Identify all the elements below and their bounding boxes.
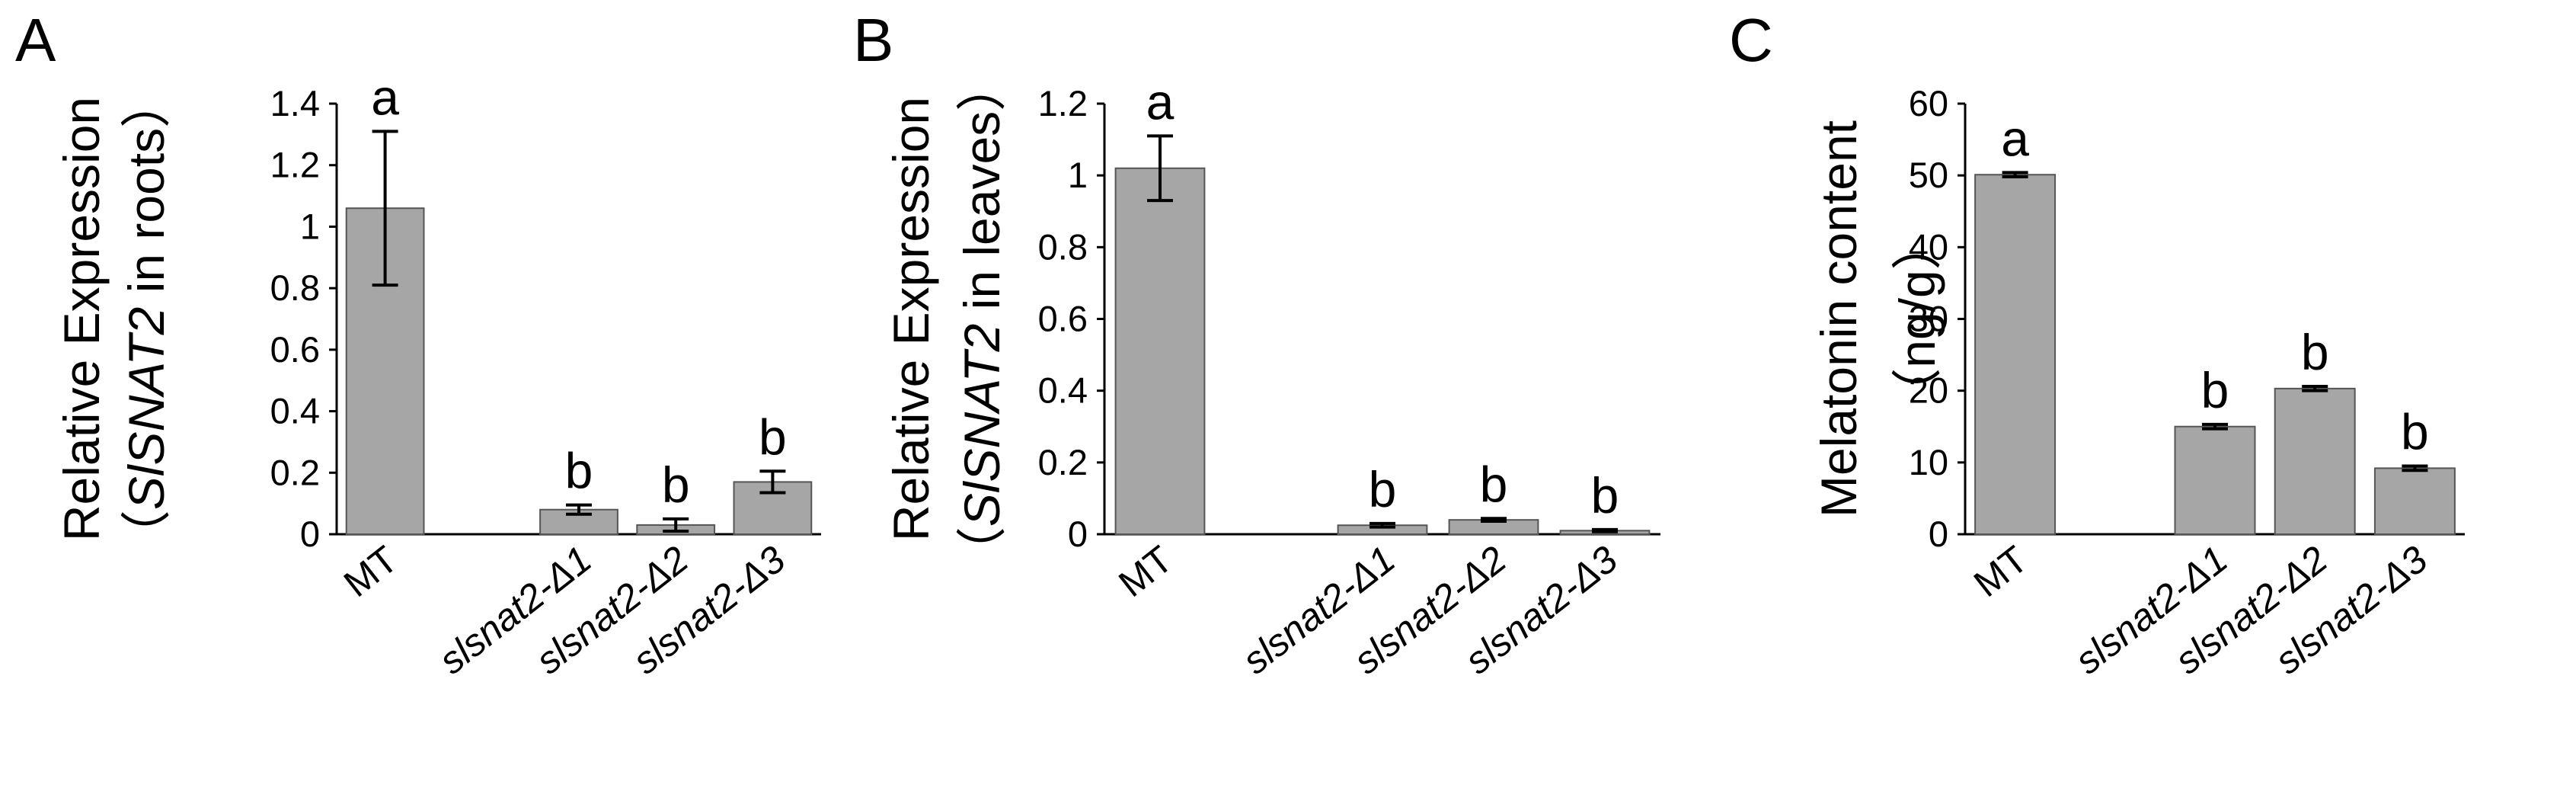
y-axis-label-part: in roots） bbox=[118, 78, 174, 307]
significance-label: a bbox=[2001, 110, 2029, 166]
y-axis-label: （ng/g） bbox=[1889, 219, 1945, 418]
bar bbox=[1974, 174, 2057, 535]
x-tick-label: MT bbox=[1111, 538, 1180, 606]
significance-label: a bbox=[1146, 73, 1175, 130]
bar bbox=[2174, 425, 2256, 535]
significance-label: b bbox=[2201, 362, 2229, 418]
error-bar bbox=[372, 130, 398, 287]
y-tick-label: 60 bbox=[1909, 83, 1948, 123]
x-tick-label: MT bbox=[1966, 538, 2035, 606]
y-axis-label-part: SlSNAT2 bbox=[954, 324, 1010, 527]
x-tick-label: MT bbox=[336, 538, 405, 606]
error-bar bbox=[566, 503, 592, 516]
error-bar bbox=[759, 469, 786, 495]
significance-label: b bbox=[1591, 467, 1619, 524]
significance-label: b bbox=[1480, 456, 1508, 512]
y-tick-label: 1 bbox=[300, 206, 320, 246]
error-bar bbox=[1592, 527, 1618, 533]
y-tick-label: 40 bbox=[1909, 226, 1948, 267]
y-axis-label: （SlSNAT2 in leaves） bbox=[954, 61, 1010, 577]
error-bar bbox=[2302, 385, 2328, 392]
panel-label: C bbox=[1729, 6, 1773, 74]
y-axis-label-part: （ng/g） bbox=[1889, 219, 1945, 418]
y-tick-label: 0.6 bbox=[1038, 299, 1088, 339]
y-tick-label: 0.2 bbox=[270, 452, 320, 492]
y-tick-label: 0.8 bbox=[1038, 226, 1088, 267]
error-bar bbox=[1147, 134, 1173, 203]
error-bar bbox=[2202, 422, 2228, 431]
y-tick-label: 0.8 bbox=[270, 267, 320, 308]
significance-label: b bbox=[662, 456, 690, 513]
y-axis-label: Relative Expression bbox=[53, 97, 110, 541]
y-axis-label-part: in leaves） bbox=[954, 61, 1010, 324]
bar bbox=[2274, 387, 2356, 536]
error-bar bbox=[2402, 464, 2428, 472]
y-tick-label: 1.4 bbox=[270, 83, 320, 123]
y-tick-label: 0.2 bbox=[1038, 442, 1088, 482]
y-axis-label: （SlSNAT2 in roots） bbox=[118, 78, 174, 560]
y-axis-label-part: SlSNAT2 bbox=[118, 307, 174, 511]
y-tick-label: 30 bbox=[1909, 299, 1948, 339]
panel-label: B bbox=[853, 6, 893, 74]
y-tick-label: 1 bbox=[1068, 155, 1088, 195]
y-axis-label-part: （ bbox=[954, 527, 1010, 577]
y-tick-label: 10 bbox=[1909, 442, 1948, 482]
bar bbox=[1114, 167, 1206, 535]
y-tick-label: 0 bbox=[1929, 514, 1948, 554]
significance-label: a bbox=[371, 69, 399, 125]
y-tick-label: 0 bbox=[300, 514, 320, 554]
y-tick-label: 0 bbox=[1068, 514, 1088, 554]
error-bar bbox=[1369, 521, 1395, 529]
bar bbox=[2373, 467, 2456, 535]
y-tick-label: 0.4 bbox=[270, 391, 320, 431]
significance-label: b bbox=[2301, 324, 2329, 380]
y-tick-label: 0.4 bbox=[1038, 370, 1088, 411]
y-axis-label: Melatonin content bbox=[1811, 120, 1867, 517]
significance-label: b bbox=[1369, 461, 1397, 517]
y-tick-label: 50 bbox=[1909, 155, 1948, 195]
y-tick-label: 20 bbox=[1909, 370, 1948, 411]
y-tick-label: 1.2 bbox=[1038, 83, 1088, 123]
error-bar bbox=[1481, 517, 1507, 524]
significance-label: b bbox=[2401, 404, 2429, 460]
error-bar bbox=[2002, 171, 2028, 179]
significance-label: b bbox=[759, 408, 787, 465]
y-axis-label-part: （ bbox=[118, 510, 174, 560]
error-bar bbox=[663, 517, 689, 533]
y-axis-label: Relative Expression bbox=[883, 97, 939, 541]
y-tick-label: 1.2 bbox=[270, 145, 320, 185]
y-tick-label: 0.6 bbox=[270, 329, 320, 370]
significance-label: b bbox=[565, 443, 593, 499]
panel-label: A bbox=[15, 6, 56, 74]
